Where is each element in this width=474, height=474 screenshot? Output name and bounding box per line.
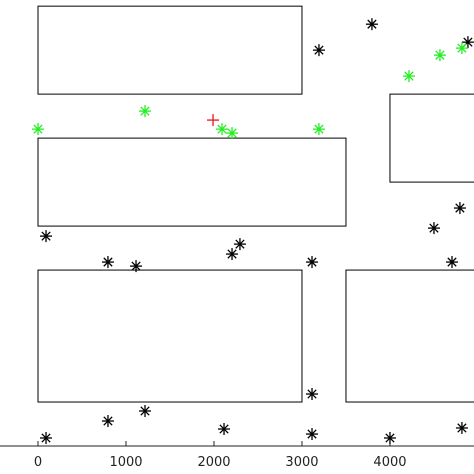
marker-stroke: [103, 257, 113, 267]
marker-stroke: [429, 223, 439, 233]
marker-stroke: [217, 124, 227, 134]
marker-stroke: [235, 239, 245, 249]
point: [402, 70, 415, 83]
marker-stroke: [314, 124, 324, 134]
point: [40, 431, 53, 444]
marker-stroke: [219, 424, 229, 434]
marker-stroke: [457, 43, 467, 53]
point: [455, 42, 468, 55]
obstacle: [345, 269, 474, 403]
point: [101, 256, 114, 269]
point: [207, 114, 220, 127]
point: [455, 421, 468, 434]
marker-stroke: [41, 231, 51, 241]
marker-stroke: [307, 389, 317, 399]
point: [226, 127, 239, 140]
marker-stroke: [307, 429, 317, 439]
point: [101, 415, 114, 428]
point: [130, 260, 143, 273]
obstacle: [389, 93, 474, 183]
point: [383, 431, 396, 444]
point: [365, 18, 378, 31]
marker-stroke: [41, 433, 51, 443]
x-tick-label: 1000: [109, 455, 142, 470]
obstacle: [37, 269, 303, 403]
point: [312, 44, 325, 57]
point: [446, 256, 459, 269]
point: [215, 123, 228, 136]
marker-stroke: [140, 106, 150, 116]
marker-stroke: [103, 416, 113, 426]
marker-stroke: [307, 257, 317, 267]
marker-stroke: [314, 45, 324, 55]
point: [226, 248, 239, 261]
marker-stroke: [367, 19, 377, 29]
point: [306, 428, 319, 441]
point: [461, 36, 474, 49]
point: [453, 202, 466, 215]
x-tick-label: 0: [34, 455, 42, 470]
x-tick-label: 3000: [285, 455, 318, 470]
marker-stroke: [33, 124, 43, 134]
point: [32, 123, 45, 136]
point: [233, 238, 246, 251]
point: [218, 423, 231, 436]
point: [312, 123, 325, 136]
marker-stroke: [447, 257, 457, 267]
point: [306, 256, 319, 269]
marker-stroke: [457, 423, 467, 433]
marker-stroke: [385, 433, 395, 443]
point: [40, 230, 53, 243]
marker-stroke: [404, 71, 414, 81]
obstacle: [37, 137, 347, 227]
point: [306, 388, 319, 401]
marker-stroke: [140, 406, 150, 416]
x-tick-label: 4000: [373, 455, 406, 470]
marker-stroke: [435, 50, 445, 60]
point: [427, 222, 440, 235]
obstacle: [37, 5, 303, 95]
marker-stroke: [455, 203, 465, 213]
point: [139, 404, 152, 417]
x-tick-label: 2000: [197, 455, 230, 470]
point: [433, 49, 446, 62]
marker-stroke: [227, 128, 237, 138]
point: [139, 105, 152, 118]
marker-stroke: [131, 261, 141, 271]
marker-stroke: [227, 249, 237, 259]
